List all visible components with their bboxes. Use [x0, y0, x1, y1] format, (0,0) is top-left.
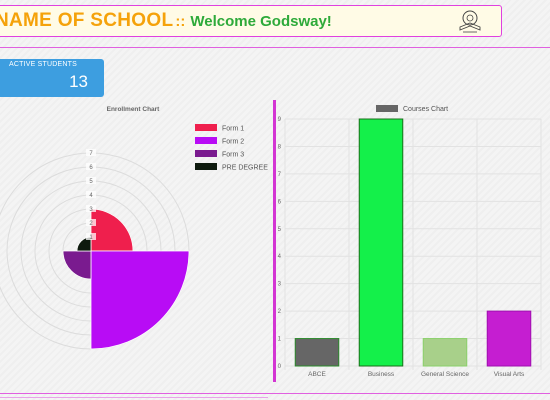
y-tick-label: 4 [278, 254, 282, 260]
y-tick-label: 7 [278, 172, 282, 178]
header-banner: NAME OF SCHOOL :: Welcome Godsway! [0, 5, 502, 37]
radial-tick-label: 5 [89, 179, 93, 185]
legend-swatch [195, 137, 217, 144]
polar-segment-form-3 [62, 250, 92, 280]
chart-divider [273, 100, 276, 382]
bar-general-science [422, 338, 468, 367]
enrollment-chart-title: Enrollment Chart [107, 106, 161, 113]
radial-tick-bg [86, 177, 96, 184]
active-students-card[interactable]: ACTIVE STUDENTS 13 [0, 59, 104, 97]
radial-tick-label: 4 [89, 193, 93, 199]
courses-legend-swatch [376, 105, 398, 112]
x-tick-label: ABCE [308, 371, 326, 378]
radial-tick-bg [86, 163, 96, 170]
polar-segment-form-1 [90, 208, 134, 252]
legend-label-pre-degree: PRE DEGREE [222, 165, 268, 172]
y-tick-label: 3 [278, 282, 282, 288]
bar-business [358, 118, 404, 367]
radial-tick-bg [86, 149, 96, 156]
footer-underline [0, 397, 268, 398]
bar-abce [294, 338, 340, 367]
radial-tick-bg [86, 205, 96, 212]
radial-tick-bg [86, 191, 96, 198]
radial-tick-label: 2 [89, 221, 93, 227]
y-tick-label: 9 [278, 117, 282, 123]
school-crest-logo [459, 10, 481, 33]
x-tick-label: Visual Arts [494, 371, 525, 378]
x-tick-label: Business [368, 371, 395, 378]
polar-segment-form-2 [90, 250, 190, 350]
x-tick-label: General Science [421, 371, 469, 378]
welcome-message: Welcome Godsway! [190, 12, 332, 30]
y-tick-label: 2 [278, 309, 282, 315]
radial-tick-label: 1 [89, 235, 93, 241]
radial-tick-label: 3 [89, 207, 93, 213]
legend-swatch [195, 124, 217, 131]
y-tick-label: 6 [278, 199, 282, 205]
radial-tick-label: 6 [89, 165, 93, 171]
title-separator: :: [175, 12, 186, 30]
school-name: NAME OF SCHOOL [0, 10, 174, 31]
y-tick-label: 5 [278, 227, 282, 233]
radial-tick-label: 7 [89, 151, 93, 157]
active-students-label: ACTIVE STUDENTS [9, 61, 77, 68]
y-tick-label: 0 [278, 364, 282, 370]
legend-swatch [195, 163, 217, 170]
legend-label-form-3: Form 3 [222, 152, 244, 159]
radial-tick-bg [86, 233, 96, 240]
courses-chart-title: Courses Chart [403, 106, 448, 113]
bar-visual-arts [486, 310, 532, 367]
legend-label-form-2: Form 2 [222, 139, 244, 146]
header-divider [0, 47, 550, 48]
radial-tick-bg [86, 219, 96, 226]
legend-swatch [195, 150, 217, 157]
footer-divider [0, 393, 550, 394]
y-tick-label: 1 [278, 337, 282, 343]
active-students-count: 13 [69, 72, 88, 91]
y-tick-label: 8 [278, 144, 282, 150]
legend-label-form-1: Form 1 [222, 126, 244, 133]
